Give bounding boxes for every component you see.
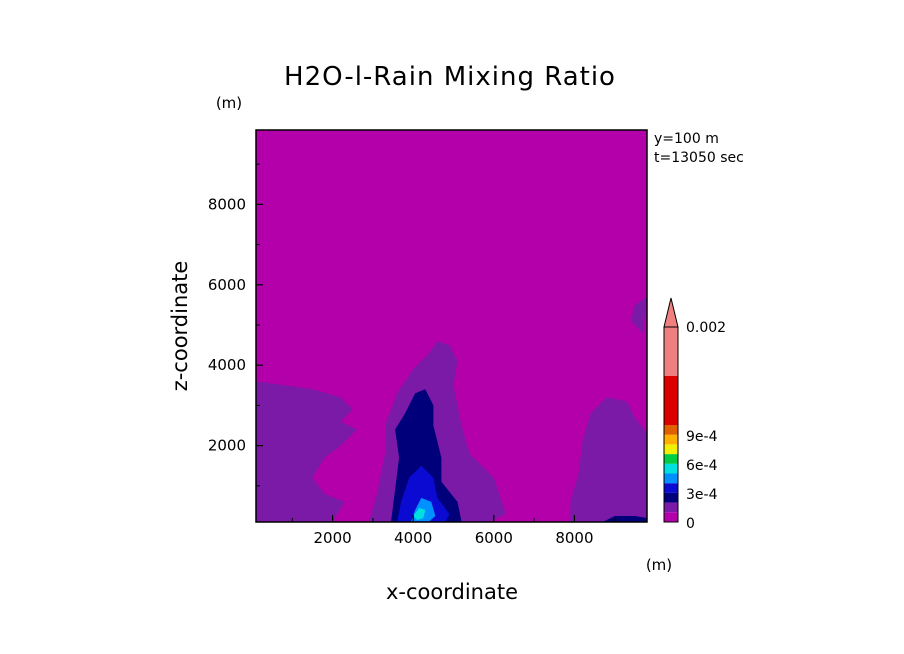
contour-region-level-2 [602,516,647,522]
contour-fills [256,296,647,522]
y-axis-label: z-coordinate [168,261,192,392]
contour-region-level-1 [256,381,357,522]
y-unit-label: (m) [216,94,242,112]
colorbar-band [664,376,678,425]
y-tick-label: 8000 [208,195,246,213]
colorbar-band [664,512,678,522]
x-axis-label: x-coordinate [386,580,518,604]
x-tick-labels: 2000 4000 6000 8000 [313,529,593,547]
annotation-time: t=13050 sec [654,150,744,166]
colorbar-band [664,492,678,503]
x-tick-label: 6000 [475,529,513,547]
colorbar-band [664,425,678,435]
colorbar-label: 3e-4 [686,487,718,503]
x-axis-ticks [291,515,616,522]
contour-region-level-5 [413,507,426,520]
contour-region-level-1 [570,397,647,522]
colorbar-label: 0 [686,516,695,532]
y-tick-label: 4000 [208,356,246,374]
contour-region-level-1 [630,296,647,333]
plot-frame [255,129,648,523]
colorbar-band [664,473,678,484]
colorbar-band [664,454,678,464]
colorbar-band [664,483,678,493]
colorbar-label: 9e-4 [686,429,718,445]
y-tick-label: 6000 [208,276,246,294]
colorbar-extend-arrow [663,297,679,328]
colorbar-band [664,463,678,474]
colorbar-band [664,327,678,376]
colorbar-band [664,434,678,445]
x-unit-label: (m) [646,556,672,574]
colorbar-label: 6e-4 [686,458,718,474]
y-tick-labels: 2000 4000 6000 8000 [208,195,246,454]
chart-title: H2O-l-Rain Mixing Ratio [284,62,616,92]
y-axis-ticks [256,163,263,487]
contour-region-level-3 [397,465,450,522]
annotation-y-slice: y=100 m [654,131,719,147]
y-tick-label: 2000 [208,437,246,455]
x-tick-label: 8000 [555,529,593,547]
colorbar-band [664,444,678,455]
colorbar-band [664,502,678,513]
colorbar [663,297,679,523]
x-tick-label: 4000 [394,529,432,547]
contour-plot-area [255,129,648,523]
x-tick-label: 2000 [313,529,351,547]
colorbar-labels: 0 3e-4 6e-4 9e-4 0.002 [686,320,726,532]
colorbar-label: 0.002 [686,320,726,336]
colorbar-frame [663,326,679,523]
